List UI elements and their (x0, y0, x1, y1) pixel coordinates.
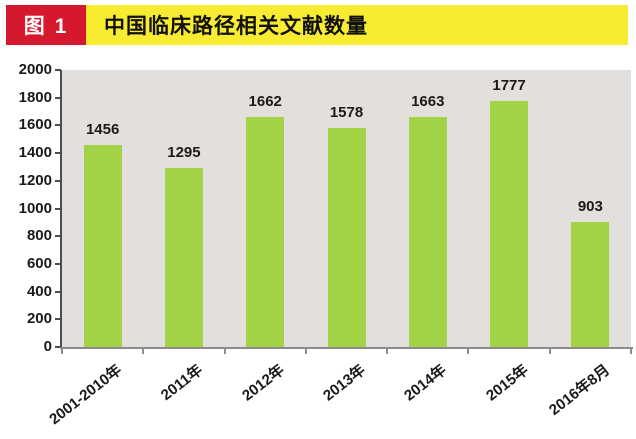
x-axis-tick (304, 349, 307, 354)
y-axis-tick-label: 1200 (18, 171, 52, 189)
x-axis-category-label: 2016年8月 (545, 361, 613, 419)
bar-chart: 0 200 400 600 800 1000 1200 1400 1600 1800 2000 14… (0, 45, 636, 439)
bar (490, 100, 529, 347)
y-axis-tick (55, 262, 61, 265)
figure-badge: 图 1 (6, 5, 86, 45)
y-axis-tick (55, 235, 61, 238)
y-axis-tick-label: 600 (26, 254, 52, 272)
y-axis-tick (55, 124, 61, 127)
bar (327, 128, 366, 347)
bar-value-label: 1578 (329, 104, 364, 122)
bar-value-label: 1456 (85, 121, 120, 139)
y-axis-tick-label: 200 (26, 310, 52, 328)
bar-value-label: 1662 (248, 92, 282, 110)
bar-value-label: 1777 (492, 76, 526, 94)
x-axis-tick (467, 349, 470, 354)
y-axis-tick-label: 1000 (18, 199, 52, 217)
figure-header: 图 1 中国临床路径相关文献数量 (6, 5, 628, 45)
x-axis-category-label: 2015年 (482, 361, 532, 405)
x-axis-tick (223, 349, 226, 354)
x-axis-tick (548, 349, 551, 354)
y-axis-tick-label: 1400 (18, 144, 52, 162)
x-axis-category-label: 2012年 (238, 361, 288, 405)
bar (408, 116, 447, 347)
bar-value-label: 903 (577, 197, 603, 215)
bar (246, 116, 285, 347)
y-axis-tick (55, 207, 61, 210)
y-axis-tick (55, 318, 61, 321)
x-axis-tick (630, 349, 632, 354)
y-axis-tick-label: 0 (43, 338, 52, 355)
y-axis-line (60, 70, 62, 349)
x-axis-category-label: 2011年 (158, 361, 207, 405)
x-axis-tick (386, 349, 389, 354)
bar-value-label: 1295 (167, 143, 201, 161)
y-axis-tick-label: 1800 (18, 88, 52, 106)
y-axis-tick (55, 179, 61, 182)
x-axis-tick (142, 349, 145, 354)
bar (164, 167, 203, 347)
y-axis-tick (55, 69, 61, 71)
x-axis-category-label: 2014年 (401, 361, 451, 405)
x-axis-line (60, 347, 633, 349)
y-axis-tick-label: 2000 (18, 61, 52, 78)
page-title: 中国临床路径相关文献数量 (86, 5, 628, 45)
y-axis-tick (55, 290, 61, 293)
x-axis-category-label: 2013年 (320, 361, 369, 405)
x-axis-category-label: 2001-2010年 (46, 361, 125, 429)
bar-value-label: 1663 (411, 92, 445, 110)
y-axis-tick (55, 346, 61, 348)
x-axis-tick (61, 349, 63, 354)
y-axis-tick-label: 400 (26, 282, 52, 300)
bar (571, 221, 610, 347)
y-axis-tick-label: 800 (26, 227, 52, 245)
y-axis-tick-label: 1600 (18, 116, 52, 134)
y-axis-tick (55, 96, 61, 99)
y-axis-tick (55, 152, 61, 155)
bar (83, 145, 122, 347)
